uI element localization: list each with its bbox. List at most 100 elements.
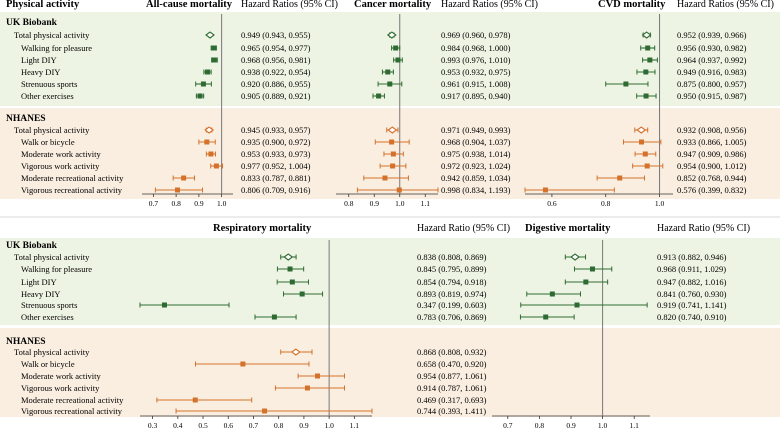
hr-value-digestive-4: 0.919 (0.741, 1.141)	[657, 300, 727, 310]
point-estimate-respiratory-7	[240, 361, 246, 367]
point-estimate-diamond-all-cause-6	[204, 126, 215, 134]
hr-value-respiratory-2: 0.854 (0.794, 0.918)	[417, 277, 487, 287]
row-label-uk-biobank-strenuous-sports: Strenuous sports	[21, 79, 77, 89]
hr-value-cvd-3: 0.949 (0.916, 0.983)	[677, 67, 747, 77]
point-estimate-all-cause-3	[205, 69, 211, 75]
row-label-uk-biobank-heavy-diy: Heavy DIY	[21, 67, 60, 77]
group-header-nhanes: NHANES	[6, 337, 46, 347]
x-tick-label-all-cause: 0.9	[194, 199, 204, 208]
hr-value-cvd-5: 0.950 (0.915, 0.987)	[677, 91, 747, 101]
panel-digestive: Digestive mortality Hazard Ratio (95% CI)…	[492, 223, 750, 430]
point-estimate-cvd-3	[643, 69, 649, 75]
point-estimate-digestive-5	[543, 314, 549, 320]
row-label-nhanes-moderate-work-activity: Moderate work activity	[21, 149, 102, 159]
hr-value-respiratory-11: 0.744 (0.393, 1.411)	[417, 406, 486, 416]
point-estimate-diamond-respiratory-6	[290, 348, 301, 356]
x-tick-label-cvd: 0.8	[601, 199, 611, 208]
hr-header-cvd: Hazard Ratios (95% CI)	[677, 0, 774, 10]
hr-value-respiratory-5: 0.783 (0.706, 0.869)	[417, 312, 487, 322]
x-tick-label-digestive: 0.8	[535, 421, 545, 430]
group-header-nhanes: NHANES	[6, 114, 46, 124]
point-estimate-diamond-cancer-6	[387, 126, 398, 134]
group-header-uk-biobank: UK Biobank	[6, 18, 58, 28]
point-estimate-respiratory-5	[271, 314, 277, 320]
row-label-nhanes-total-physical-activity: Total physical activity	[14, 125, 90, 135]
point-estimate-respiratory-11	[262, 408, 268, 414]
band-nhanes-bottom	[0, 328, 780, 417]
hr-value-cvd-6: 0.932 (0.908, 0.956)	[677, 125, 747, 135]
hr-value-cvd-0: 0.952 (0.939, 0.966)	[677, 30, 747, 40]
point-estimate-cancer-10	[382, 175, 388, 181]
point-estimate-diamond-cvd-0	[641, 31, 652, 39]
point-estimate-cvd-5	[643, 93, 649, 99]
hr-value-all-cause-7: 0.935 (0.900, 0.972)	[241, 137, 311, 147]
hr-value-cancer-2: 0.993 (0.976, 1.010)	[441, 55, 511, 65]
row-label-nhanes-walk-or-bicycle: Walk or bicycle	[21, 359, 75, 369]
x-tick-label-all-cause: 0.8	[171, 199, 181, 208]
hr-value-digestive-0: 0.913 (0.882, 0.946)	[657, 252, 727, 262]
point-estimate-all-cause-11	[174, 187, 180, 193]
row-label-nhanes-vigorous-work-activity: Vigorous work activity	[21, 383, 100, 393]
x-tick-label-respiratory: 1.0	[324, 421, 334, 430]
row-label-uk-biobank-light-diy: Light DIY	[21, 55, 57, 65]
x-tick-label-respiratory: 1.1	[350, 421, 360, 430]
point-estimate-diamond-cvd-6	[636, 126, 647, 134]
hr-value-cvd-11: 0.576 (0.399, 0.832)	[677, 185, 747, 195]
hr-value-digestive-3: 0.841 (0.760, 0.930)	[657, 289, 727, 299]
point-estimate-cancer-4	[387, 81, 393, 87]
x-tick-label-cvd: 1.0	[655, 199, 665, 208]
hr-value-cvd-10: 0.852 (0.768, 0.944)	[677, 173, 747, 183]
point-estimate-all-cause-8	[208, 151, 214, 157]
point-estimate-all-cause-10	[181, 175, 187, 181]
hr-value-all-cause-2: 0.968 (0.956, 0.981)	[241, 55, 311, 65]
point-estimate-respiratory-4	[161, 302, 167, 308]
row-label-uk-biobank-strenuous-sports: Strenuous sports	[21, 300, 77, 310]
hr-value-cvd-7: 0.933 (0.866, 1.005)	[677, 137, 747, 147]
point-estimate-cancer-5	[376, 93, 382, 99]
hr-header-all-cause: Hazard Ratios (95% CI)	[241, 0, 338, 10]
x-tick-label-cancer: 0.9	[370, 199, 380, 208]
point-estimate-cancer-8	[390, 151, 396, 157]
point-estimate-all-cause-1	[211, 45, 217, 51]
point-estimate-cvd-8	[642, 151, 648, 157]
x-tick-label-respiratory: 0.4	[173, 421, 183, 430]
hr-value-all-cause-6: 0.945 (0.933, 0.957)	[241, 125, 311, 135]
row-label-uk-biobank-light-diy: Light DIY	[21, 277, 57, 287]
point-estimate-cvd-11	[542, 187, 548, 193]
point-estimate-diamond-cancer-0	[386, 31, 397, 39]
point-estimate-respiratory-8	[315, 373, 321, 379]
row-label-nhanes-moderate-recreational-activity: Moderate recreational activity	[21, 395, 124, 405]
x-tick-label-digestive: 1.0	[598, 421, 608, 430]
x-tick-label-cancer: 1.0	[395, 199, 405, 208]
hr-value-respiratory-8: 0.954 (0.877, 1.061)	[417, 371, 487, 381]
panel-title-cancer: Cancer mortality	[354, 0, 432, 10]
row-label-uk-biobank-total-physical-activity: Total physical activity	[14, 252, 90, 262]
row-label-nhanes-moderate-recreational-activity: Moderate recreational activity	[21, 173, 124, 183]
point-estimate-respiratory-2	[289, 279, 295, 285]
point-estimate-cancer-9	[390, 163, 396, 169]
x-tick-label-respiratory: 0.3	[148, 421, 158, 430]
hr-value-cvd-8: 0.947 (0.909, 0.986)	[677, 149, 747, 159]
point-estimate-diamond-all-cause-0	[205, 31, 215, 39]
hr-value-all-cause-11: 0.806 (0.709, 0.916)	[241, 185, 311, 195]
x-tick-label-digestive: 0.7	[503, 421, 513, 430]
hr-value-cancer-11: 0.998 (0.834, 1.193)	[441, 185, 511, 195]
row-label-uk-biobank-walking-for-pleasure: Walking for pleasure	[21, 264, 92, 274]
hr-value-digestive-2: 0.947 (0.882, 1.016)	[657, 277, 727, 287]
row-label-uk-biobank-heavy-diy: Heavy DIY	[21, 289, 60, 299]
hr-value-respiratory-10: 0.469 (0.317, 0.693)	[417, 395, 487, 405]
x-tick-label-cvd: 0.6	[547, 199, 557, 208]
hr-value-all-cause-9: 0.977 (0.952, 1.004)	[241, 161, 311, 171]
row-label-nhanes-walk-or-bicycle: Walk or bicycle	[21, 137, 75, 147]
row-label-nhanes-vigorous-work-activity: Vigorous work activity	[21, 161, 100, 171]
row-label-nhanes-vigorous-recreational-activity: Vigorous recreational activity	[21, 406, 123, 416]
point-estimate-all-cause-7	[204, 139, 210, 145]
point-estimate-digestive-1	[589, 266, 595, 272]
hr-value-all-cause-5: 0.905 (0.889, 0.921)	[241, 91, 311, 101]
panel-cvd: CVD mortality Hazard Ratios (95% CI) 0.6 0.…	[524, 0, 774, 208]
panel-all-cause: Physical activity All-cause mortality Haza…	[6, 0, 338, 208]
row-label-uk-biobank-other-exercises: Other exercises	[21, 91, 74, 101]
hr-value-cancer-4: 0.961 (0.915, 1.008)	[441, 79, 511, 89]
point-estimate-cancer-7	[389, 139, 395, 145]
point-estimate-cancer-2	[395, 57, 401, 63]
